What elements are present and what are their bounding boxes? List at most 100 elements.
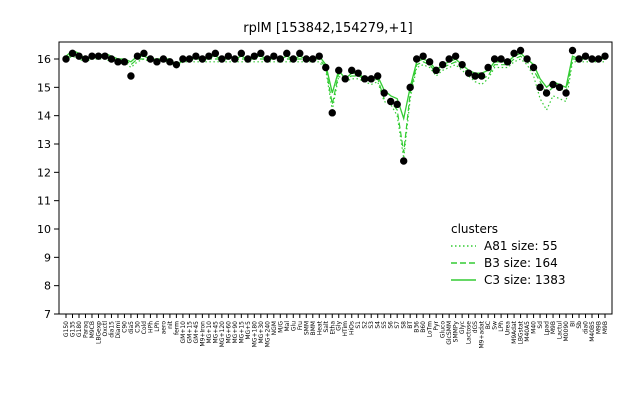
x-tick-label: Gluco bbox=[440, 321, 447, 338]
x-tick-label: M9+adat bbox=[479, 320, 486, 348]
x-tick-label: NGM bbox=[271, 321, 278, 335]
series-lines bbox=[65, 49, 606, 159]
data-point bbox=[140, 49, 148, 58]
data-point bbox=[458, 60, 466, 69]
x-tick-label: MG+120 bbox=[219, 321, 226, 347]
data-point bbox=[341, 75, 349, 83]
x-tick-label: Paraq bbox=[82, 321, 89, 338]
data-point bbox=[464, 69, 473, 77]
data-point bbox=[133, 52, 142, 60]
data-point bbox=[153, 58, 161, 66]
data-point bbox=[81, 55, 90, 63]
x-tick-label: GM+15 bbox=[186, 321, 193, 344]
y-tick-label: 7 bbox=[44, 308, 51, 321]
data-point bbox=[497, 55, 505, 63]
data-point bbox=[289, 55, 297, 63]
x-tick-label: dia15 bbox=[108, 321, 115, 338]
data-point bbox=[270, 52, 278, 60]
x-tick-label: C30 bbox=[134, 321, 141, 333]
x-tick-label: G150 bbox=[63, 321, 70, 337]
x-tick-label: Pyr bbox=[433, 320, 440, 330]
data-point bbox=[393, 100, 401, 109]
x-tick-label: LBGstat bbox=[518, 320, 525, 344]
legend-title: clusters bbox=[451, 222, 498, 236]
x-tick-label: M9B bbox=[602, 321, 609, 334]
data-point bbox=[549, 80, 557, 89]
data-point bbox=[510, 49, 518, 58]
x-tick-label: Sd bbox=[537, 321, 544, 329]
data-point bbox=[354, 69, 362, 77]
x-tick-label: MG+240 bbox=[264, 321, 271, 347]
data-point bbox=[283, 49, 291, 58]
data-point bbox=[315, 52, 323, 60]
x-tick-label: MG+45 bbox=[212, 321, 219, 344]
data-point bbox=[101, 52, 109, 60]
legend: clusters A81 size: 55 B3 size: 164 C3 size… bbox=[451, 222, 566, 287]
data-point bbox=[276, 55, 285, 63]
data-point bbox=[146, 55, 155, 63]
data-point bbox=[399, 157, 408, 165]
x-tick-label: BMM bbox=[310, 321, 317, 335]
x-tick-label: Urea bbox=[505, 321, 512, 335]
data-point bbox=[445, 55, 453, 63]
data-point bbox=[523, 55, 531, 63]
data-points bbox=[62, 46, 609, 165]
x-tick-label: Salt bbox=[323, 320, 330, 332]
y-tick-label: 10 bbox=[37, 223, 51, 236]
x-tick-label: M40 bbox=[531, 321, 538, 334]
data-point bbox=[88, 52, 96, 60]
x-tick-label: M9Adat bbox=[511, 320, 518, 343]
legend-label: A81 size: 55 bbox=[484, 239, 558, 253]
legend-label: B3 size: 164 bbox=[484, 256, 558, 270]
data-point bbox=[211, 49, 220, 58]
data-point bbox=[575, 55, 583, 63]
x-tick-label: LPh bbox=[498, 321, 505, 332]
data-point bbox=[94, 52, 103, 60]
x-tick-label: B60 bbox=[420, 321, 427, 333]
data-point bbox=[529, 63, 538, 72]
data-point bbox=[114, 58, 122, 66]
data-point bbox=[185, 55, 194, 63]
data-point bbox=[432, 66, 440, 75]
data-point bbox=[588, 55, 596, 63]
data-point bbox=[412, 55, 421, 63]
data-point bbox=[601, 52, 609, 60]
y-tick-label: 15 bbox=[37, 81, 51, 94]
y-tick-label: 13 bbox=[37, 138, 51, 151]
x-tick-label: aero bbox=[160, 321, 167, 335]
data-point bbox=[328, 109, 336, 117]
data-point bbox=[374, 72, 382, 80]
x-tick-label: M/G bbox=[277, 321, 284, 333]
x-tick-label: S8 bbox=[401, 321, 408, 329]
x-tick-label: GM+45 bbox=[193, 321, 200, 344]
x-tick-label: Lactose bbox=[466, 321, 473, 344]
data-point bbox=[302, 55, 310, 63]
x-tick-label: G135 bbox=[69, 321, 76, 337]
data-point bbox=[75, 52, 83, 60]
y-axis: 7 8 9 10 11 12 13 14 15 16 bbox=[37, 53, 60, 321]
x-tick-label: MG+90 bbox=[232, 321, 239, 344]
x-tick-label: S1 bbox=[355, 321, 362, 329]
data-point bbox=[542, 89, 551, 97]
data-point bbox=[555, 83, 564, 92]
data-point bbox=[594, 55, 603, 63]
x-tick-label: M0090 bbox=[563, 321, 570, 342]
x-tick-label: MG+10 bbox=[206, 321, 213, 344]
data-point bbox=[159, 55, 168, 63]
x-tick-label: MG+60 bbox=[225, 321, 232, 344]
data-point bbox=[250, 52, 259, 60]
data-point bbox=[237, 49, 246, 58]
data-point bbox=[471, 72, 479, 80]
data-point bbox=[179, 55, 187, 63]
data-point bbox=[244, 55, 252, 63]
x-tick-label: dia0 bbox=[583, 321, 590, 334]
x-tick-label: HiOs bbox=[349, 321, 356, 335]
data-point bbox=[568, 46, 577, 55]
x-tick-label: MG+30 bbox=[258, 321, 265, 344]
data-point bbox=[127, 72, 135, 80]
x-tick-label: BI bbox=[570, 321, 577, 327]
x-tick-label: SMM bbox=[303, 321, 310, 335]
y-tick-label: 9 bbox=[44, 251, 51, 264]
data-point bbox=[503, 58, 512, 66]
